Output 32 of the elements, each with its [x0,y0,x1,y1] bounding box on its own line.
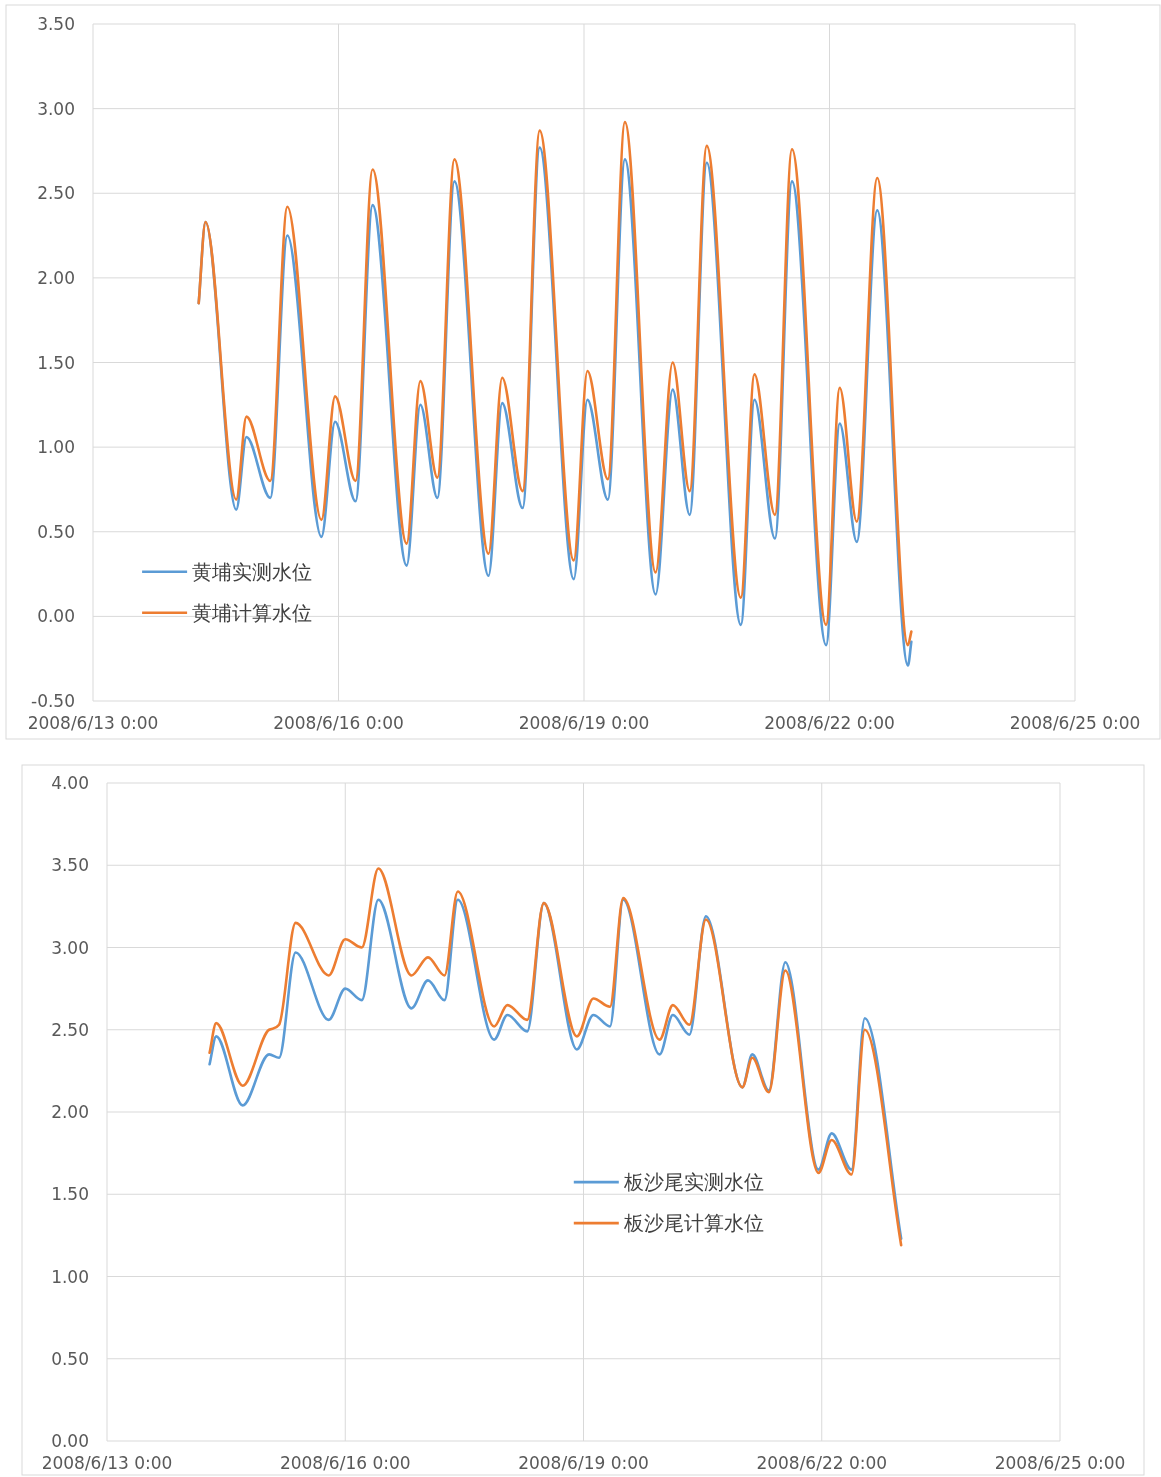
y-tick-label: 2.00 [37,267,75,288]
x-tick-label: 2008/6/25 0:00 [994,1453,1126,1473]
x-tick-label: 2008/6/25 0:00 [1009,713,1141,733]
y-tick-label: 2.50 [37,183,75,204]
x-tick-label: 2008/6/13 0:00 [27,713,159,733]
y-tick-label: 0.00 [37,606,75,627]
y-tick-label: 3.50 [51,855,89,876]
y-tick-label: 1.50 [37,352,75,373]
legend-label: 黄埔计算水位 [192,600,313,625]
x-tick-label: 2008/6/19 0:00 [518,1453,649,1473]
y-tick-label: 2.50 [51,1019,89,1040]
y-tick-label: 1.50 [51,1184,89,1205]
x-tick-label: 2008/6/13 0:00 [41,1453,173,1473]
y-tick-label: -0.50 [31,691,75,711]
y-tick-label: 0.50 [37,521,75,542]
y-tick-label: 3.50 [37,14,75,34]
y-tick-label: 3.00 [51,937,89,958]
x-tick-label: 2008/6/16 0:00 [279,1453,411,1473]
legend-label: 黄埔实测水位 [192,559,313,584]
y-tick-label: 4.00 [51,773,89,793]
x-tick-label: 2008/6/22 0:00 [764,713,895,733]
y-tick-label: 2.00 [51,1102,89,1122]
y-tick-label: 1.00 [51,1266,89,1287]
y-tick-label: 3.00 [37,98,75,119]
y-tick-label: 1.00 [37,437,75,458]
x-tick-label: 2008/6/16 0:00 [273,713,404,733]
y-tick-label: 0.00 [51,1431,89,1451]
y-tick-label: 0.50 [51,1348,89,1369]
x-tick-label: 2008/6/22 0:00 [756,1453,888,1473]
legend-label: 板沙尾实测水位 [622,1170,764,1195]
x-tick-label: 2008/6/19 0:00 [518,713,650,733]
legend-label: 板沙尾计算水位 [622,1211,764,1236]
